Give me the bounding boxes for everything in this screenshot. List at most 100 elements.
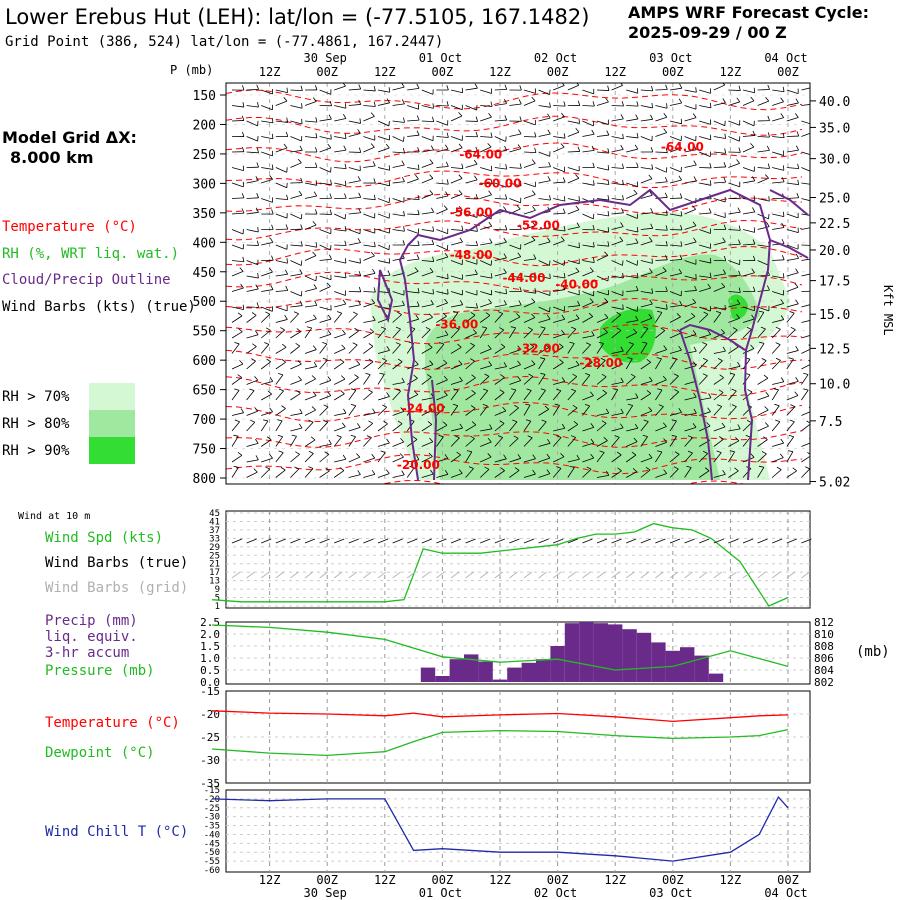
wind-barb xyxy=(742,344,755,354)
wind-barb xyxy=(363,315,376,323)
height-tick-label: 22.5 xyxy=(819,217,850,232)
top-time-label: 00Z xyxy=(547,65,569,79)
temperature-contour xyxy=(226,430,803,448)
wind-barb xyxy=(538,326,546,339)
top-time-label: 12Z xyxy=(374,65,396,79)
wind-speed-line xyxy=(211,522,789,607)
wind-barb xyxy=(786,131,800,137)
bottom-date-label: 03 Oct xyxy=(649,886,692,900)
wind-barb xyxy=(786,357,794,370)
wind-barb xyxy=(523,360,536,370)
wind-barb xyxy=(319,167,332,173)
wind-speed-tick-label: 9 xyxy=(215,585,220,595)
wind-barb xyxy=(275,358,286,370)
wind-barb xyxy=(334,226,347,232)
wind-barb xyxy=(392,99,405,106)
wind-barb xyxy=(450,259,463,266)
surface-grid-wind-barb xyxy=(290,571,299,579)
wind-barb xyxy=(699,119,712,125)
wind-barb xyxy=(626,227,639,233)
legend-pressure: Pressure (mb) xyxy=(45,663,155,679)
wind-barb xyxy=(698,311,709,323)
wind-barb xyxy=(494,253,507,261)
wind-barb xyxy=(348,147,362,153)
wind-barb xyxy=(304,345,317,354)
wind-barb xyxy=(334,193,347,199)
wind-barb xyxy=(699,180,712,186)
wind-barb xyxy=(334,272,347,279)
wind-barb xyxy=(261,390,272,401)
wind-barb xyxy=(275,327,285,339)
wind-barb xyxy=(494,467,505,478)
temperature-contour-label: -44.00 xyxy=(503,271,546,285)
wind-barb xyxy=(596,470,610,478)
wind-barb xyxy=(786,98,799,106)
wind-barb xyxy=(231,131,245,137)
wind-barb xyxy=(786,467,797,478)
wind-barb xyxy=(363,161,376,168)
wind-barb xyxy=(757,97,770,106)
wind-barb xyxy=(421,289,434,295)
wind-barb xyxy=(640,174,653,184)
surface-wind-barb xyxy=(553,538,564,544)
wind-barb xyxy=(611,114,624,122)
wind-barb xyxy=(626,306,639,312)
temperature-contour xyxy=(226,349,803,370)
wind-barb xyxy=(523,327,533,339)
wind-barb xyxy=(611,195,624,201)
wind-barb xyxy=(465,240,478,247)
wind-barb xyxy=(392,453,404,463)
wind-barb xyxy=(290,224,303,230)
wind-barb xyxy=(713,133,727,139)
wind-barb xyxy=(626,328,638,339)
wind-barb xyxy=(509,163,522,169)
wind-barb xyxy=(319,419,329,432)
wind-barb xyxy=(509,326,517,339)
wind-barb xyxy=(684,298,697,308)
wind-barb xyxy=(392,358,403,370)
wind-barb xyxy=(684,312,696,323)
wind-barb xyxy=(450,376,463,385)
surface-grid-wind-barb xyxy=(231,571,241,579)
surface-wind-barb xyxy=(742,538,754,544)
wind-barb xyxy=(713,310,722,323)
wind-barb xyxy=(655,210,668,216)
surface-grid-wind-barb xyxy=(640,571,650,579)
wind-barb xyxy=(231,244,244,250)
wind-barb xyxy=(523,221,536,230)
wind-barb xyxy=(290,451,300,463)
wind-barb xyxy=(757,305,770,312)
wind-barb xyxy=(582,242,595,248)
wind-barb xyxy=(596,179,610,185)
surface-wind-barb xyxy=(261,538,272,544)
bottom-time-label: 12Z xyxy=(489,873,511,887)
wind-barb xyxy=(801,330,810,339)
wind-barb xyxy=(319,342,328,354)
wind-barb xyxy=(260,342,270,354)
wind-barb xyxy=(509,99,522,106)
wind-barb xyxy=(509,360,521,370)
wind-barb xyxy=(392,176,405,184)
wind-barb xyxy=(553,177,566,184)
wind-barb xyxy=(582,290,595,297)
wind-barb xyxy=(611,272,624,279)
pressure-tick-label: 200 xyxy=(193,118,216,133)
wind-barb xyxy=(246,376,259,385)
wind-barb xyxy=(786,244,799,250)
wind-barb xyxy=(363,85,376,92)
wind-barb xyxy=(582,257,595,264)
height-tick-label: 25.0 xyxy=(819,192,850,207)
wind-barb xyxy=(246,455,259,463)
wind-barb xyxy=(334,240,347,246)
surface-wind-barb xyxy=(699,538,710,544)
windchill-tick-label: -15 xyxy=(204,786,220,796)
wind-barb xyxy=(655,112,668,122)
wind-barb xyxy=(523,469,536,478)
wind-barb xyxy=(699,151,712,157)
wind-barb xyxy=(538,195,551,201)
wind-barb xyxy=(261,237,274,246)
wind-barb xyxy=(728,159,740,168)
wind-barb xyxy=(713,358,723,370)
wind-barb xyxy=(684,160,697,168)
wind-barb xyxy=(407,147,420,153)
